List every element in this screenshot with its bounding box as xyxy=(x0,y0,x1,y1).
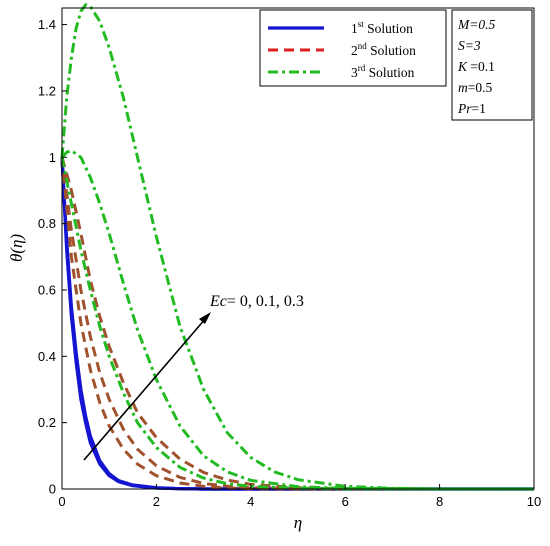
series-line-sol2-ec0_3 xyxy=(60,156,535,491)
annotation-var: Ec xyxy=(209,293,227,310)
series-line-sol3-ec0_3 xyxy=(60,3,534,491)
svg-text:2nd Solution: 2nd Solution xyxy=(351,41,416,58)
param-S-name: S xyxy=(458,38,465,53)
tick-layer: 0 2 4 6 8 10 0 0.2 0.4 0.6 0.8 1 1.2 1.4 xyxy=(38,17,541,509)
svg-text:Ec= 0, 0.1, 0.3: Ec= 0, 0.1, 0.3 xyxy=(209,293,304,310)
x-tick-label: 0 xyxy=(58,494,65,509)
param-Pr-name: Pr xyxy=(457,101,472,116)
param-S-value: =3 xyxy=(465,38,481,53)
svg-text:m=0.5: m=0.5 xyxy=(458,80,492,95)
series-line-sol3-ec0 xyxy=(60,157,534,491)
legend-entry-2-main: 2 xyxy=(351,43,358,58)
y-tick-label: 0.8 xyxy=(38,216,56,231)
x-tick-label: 2 xyxy=(153,494,160,509)
annotation-arrow xyxy=(83,317,207,461)
param-M-value: =0.5 xyxy=(469,17,495,32)
legend-entry-3-sup: rd xyxy=(358,63,366,73)
svg-text:3rd Solution: 3rd Solution xyxy=(351,63,415,80)
parameter-box-frame xyxy=(451,9,533,121)
x-tick-label: 10 xyxy=(527,494,541,509)
y-tick-label: 1.2 xyxy=(38,83,56,98)
series-layer xyxy=(60,3,535,491)
legend-entry-2-sup: nd xyxy=(358,41,368,51)
param-m-value: =0.5 xyxy=(468,80,493,95)
svg-text:S=3: S=3 xyxy=(458,38,481,53)
series-line-sol3-ec0_1 xyxy=(60,149,534,491)
param-M-name: M xyxy=(457,17,470,32)
svg-text:M=0.5: M=0.5 xyxy=(457,17,495,32)
y-tick-label: 1 xyxy=(49,150,56,165)
y-tick-label: 0.6 xyxy=(38,282,56,297)
y-axis-label: θ(η) xyxy=(7,234,26,262)
x-axis-label: η xyxy=(294,513,302,532)
legend-entry-3-rest: Solution xyxy=(365,65,414,80)
annotation-text: = 0, 0.1, 0.3 xyxy=(227,293,304,310)
legend-entry-1-sup: st xyxy=(358,19,365,29)
param-Pr-value: =1 xyxy=(472,101,486,116)
plot-frame xyxy=(61,7,535,490)
svg-text:K =0.1: K =0.1 xyxy=(457,59,495,74)
annotation: Ec= 0, 0.1, 0.3 xyxy=(83,293,304,461)
legend-entry-2-rest: Solution xyxy=(367,43,416,58)
param-K-value: =0.1 xyxy=(467,59,495,74)
x-tick-label: 6 xyxy=(342,494,349,509)
annotation-arrowhead xyxy=(199,312,211,324)
svg-text:1st Solution: 1st Solution xyxy=(351,19,413,36)
x-tick-label: 8 xyxy=(436,494,443,509)
y-tick-label: 0.2 xyxy=(38,415,56,430)
legend-entry-3-main: 3 xyxy=(351,65,358,80)
x-tick-label: 4 xyxy=(247,494,254,509)
y-tick-label: 0 xyxy=(49,482,56,497)
param-K-name: K xyxy=(457,59,468,74)
y-tick-label: 0.4 xyxy=(38,349,56,364)
parameter-box: M=0.5 S=3 K =0.1 m=0.5 Pr=1 xyxy=(451,9,533,121)
legend-entry-1-main: 1 xyxy=(351,21,358,36)
legend: 1st Solution 2nd Solution 3rd Solution xyxy=(259,9,447,87)
svg-text:Pr=1: Pr=1 xyxy=(457,101,486,116)
legend-box xyxy=(259,9,447,87)
y-tick-label: 1.4 xyxy=(38,17,56,32)
legend-entry-1-rest: Solution xyxy=(364,21,413,36)
param-m-name: m xyxy=(458,80,468,95)
